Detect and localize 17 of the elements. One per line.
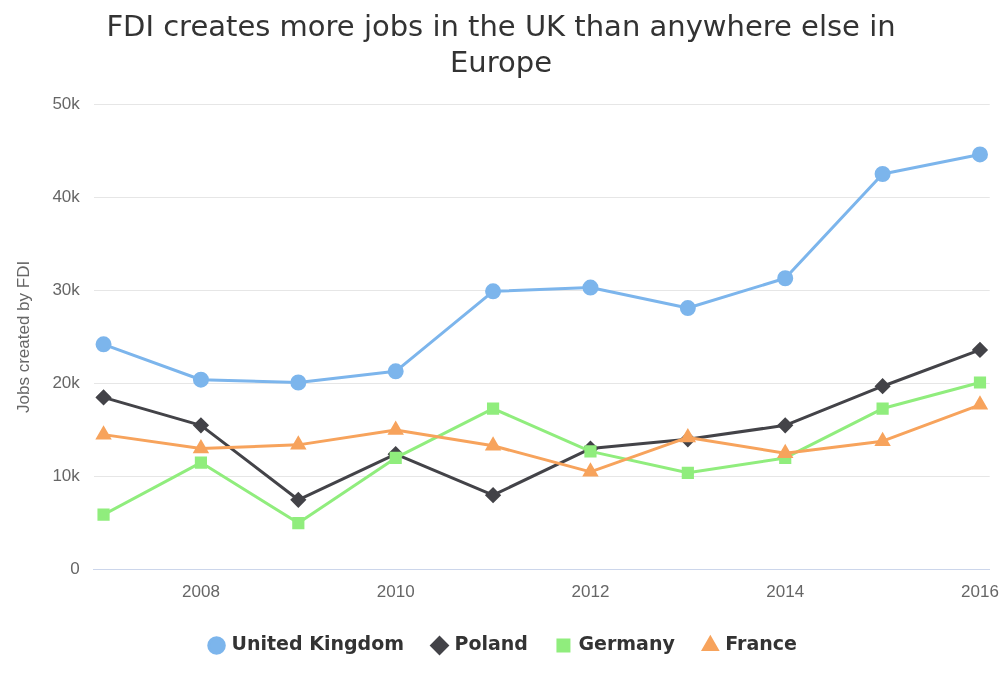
x-tick-label: 2016 bbox=[961, 582, 999, 602]
legend-label: France bbox=[725, 632, 797, 655]
chart-title: FDI creates more jobs in the UK than anywhere else in Europe bbox=[105, 8, 897, 80]
legend-label: United Kingdom bbox=[231, 632, 405, 655]
legend-label: Poland bbox=[454, 632, 528, 655]
y-tick-label: 40k bbox=[52, 186, 81, 206]
x-tick-label: 2008 bbox=[182, 582, 220, 602]
x-tick-label: 2012 bbox=[571, 582, 610, 602]
legend-label: Germany bbox=[578, 632, 676, 655]
x-tick-label: 2010 bbox=[376, 582, 415, 602]
y-axis-title: Jobs created by FDI bbox=[13, 260, 33, 413]
y-tick-label: 0 bbox=[70, 559, 80, 579]
y-tick-label: 20k bbox=[52, 373, 81, 393]
y-tick-label: 10k bbox=[52, 466, 81, 486]
y-tick-label: 30k bbox=[52, 280, 81, 300]
x-tick-label: 2014 bbox=[766, 582, 805, 602]
y-tick-label: 50k bbox=[52, 93, 81, 113]
